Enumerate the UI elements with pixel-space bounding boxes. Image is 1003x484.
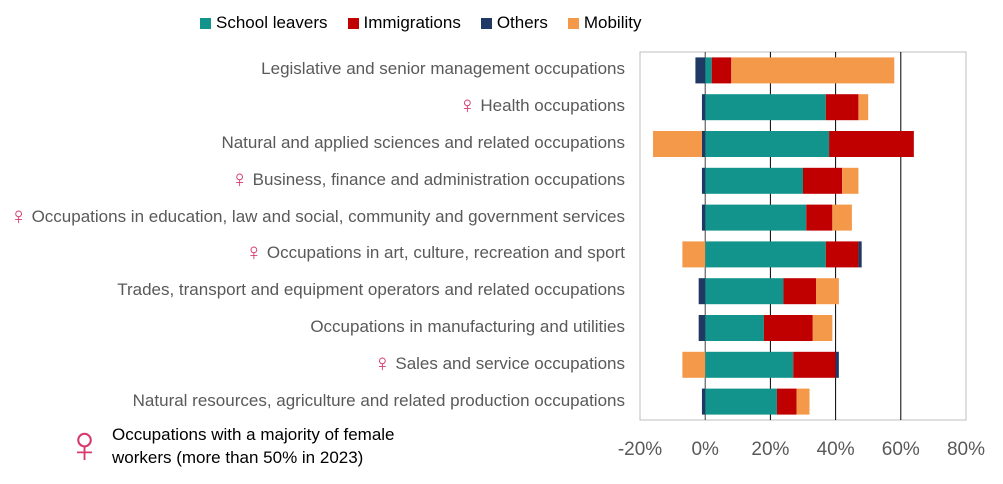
- bar-mobility: [858, 94, 869, 121]
- x-tick-label: 60%: [882, 439, 920, 460]
- category-label: ♀ Occupations in art, culture, recreation…: [245, 241, 625, 265]
- bar-mobility: [682, 351, 706, 378]
- bar-immigrations: [793, 351, 836, 378]
- category-label-text: Health occupations: [480, 96, 625, 116]
- bar-others: [701, 204, 706, 231]
- bar-immigrations: [783, 278, 817, 305]
- bar-mobility: [653, 131, 702, 157]
- female-symbol-icon: ♀: [458, 92, 477, 120]
- x-tick-label: 0%: [691, 439, 719, 460]
- bar-others: [701, 388, 706, 415]
- category-label: ♀ Business, finance and administration oc…: [230, 165, 625, 193]
- bar-mobility: [832, 204, 852, 231]
- bar-others: [858, 241, 862, 268]
- female-symbol-icon: ♀: [9, 202, 28, 230]
- category-label-text: Occupations in education, law and social…: [31, 206, 625, 226]
- bar-school-leavers: [705, 278, 784, 305]
- legend-label: School leavers: [216, 13, 328, 32]
- legend-swatch: [200, 17, 211, 29]
- category-label-text: Occupations in manufacturing and utiliti…: [310, 317, 625, 336]
- category-label-text: Natural and applied sciences and related…: [221, 133, 625, 152]
- bar-immigrations: [825, 94, 859, 121]
- category-label-text: Legislative and senior management occupa…: [261, 59, 625, 79]
- chart-legend: School leavers Immigrations Others Mobility: [200, 13, 661, 33]
- category-label-text: Trades, transport and equipment operator…: [117, 280, 625, 300]
- category-label: ♀ Health occupations: [458, 94, 625, 118]
- bar-others: [835, 351, 839, 378]
- category-label: Legislative and senior management occupa…: [261, 57, 625, 81]
- category-label-text: Natural resources, agriculture and relat…: [132, 390, 625, 410]
- legend-swatch: [347, 17, 359, 29]
- bar-mobility: [842, 167, 859, 194]
- category-label: ♀ Sales and service occupations: [373, 349, 625, 377]
- female-majority-note: ♀ Occupations with a majority of female …: [65, 416, 442, 474]
- legend-item: Mobility: [567, 13, 642, 33]
- category-label-text: Occupations in art, culture, recreation …: [266, 243, 625, 263]
- bar-mobility: [796, 388, 810, 415]
- bar-immigrations: [825, 241, 859, 268]
- bar-others: [698, 315, 706, 341]
- bar-others: [701, 131, 706, 157]
- legend-label: Immigrations: [363, 13, 461, 32]
- bar-others: [695, 57, 706, 84]
- bar-others: [698, 278, 706, 305]
- legend-swatch: [567, 17, 579, 29]
- female-symbol-icon: ♀: [230, 165, 249, 193]
- category-label-text: Business, finance and administration occ…: [252, 169, 625, 189]
- legend-label: Others: [496, 13, 548, 32]
- bar-immigrations: [803, 167, 843, 194]
- x-tick-label: -20%: [618, 439, 662, 460]
- bar-school-leavers: [705, 131, 830, 157]
- plot-frame: [639, 51, 967, 421]
- category-label: Trades, transport and equipment operator…: [117, 278, 625, 302]
- bar-school-leavers: [705, 57, 712, 84]
- bar-immigrations: [776, 388, 797, 415]
- x-tick-label: 40%: [817, 439, 855, 460]
- category-label-text: Sales and service occupations: [395, 353, 625, 373]
- category-label: Natural resources, agriculture and relat…: [133, 389, 625, 413]
- legend-item: Immigrations: [347, 13, 461, 33]
- bar-school-leavers: [705, 241, 826, 268]
- category-label: Occupations in manufacturing and utiliti…: [310, 315, 625, 339]
- female-symbol-icon: ♀: [373, 349, 392, 377]
- female-symbol-icon: ♀: [65, 416, 104, 474]
- x-tick-label: 80%: [947, 439, 985, 460]
- bar-immigrations: [829, 131, 914, 157]
- category-label: Natural and applied sciences and related…: [221, 131, 625, 155]
- bar-others: [701, 94, 706, 121]
- note-text: Occupations with a majority of female wo…: [112, 425, 395, 467]
- x-tick-label: 20%: [751, 439, 789, 460]
- legend-item: School leavers: [200, 13, 328, 33]
- bar-school-leavers: [705, 388, 777, 415]
- category-label: ♀ Occupations in education, law and socia…: [9, 202, 625, 230]
- bar-mobility: [812, 315, 833, 341]
- bar-school-leavers: [705, 204, 807, 231]
- bar-immigrations: [711, 57, 732, 84]
- bar-mobility: [682, 241, 706, 268]
- bar-mobility: [731, 57, 895, 84]
- bar-immigrations: [763, 315, 813, 341]
- legend-item: Others: [480, 13, 548, 33]
- bar-school-leavers: [705, 94, 826, 121]
- bar-immigrations: [806, 204, 833, 231]
- legend-label: Mobility: [583, 13, 642, 32]
- bar-school-leavers: [705, 167, 803, 194]
- bar-mobility: [816, 278, 839, 305]
- bar-school-leavers: [705, 315, 764, 341]
- bar-school-leavers: [705, 351, 794, 378]
- bar-others: [701, 167, 706, 194]
- female-symbol-icon: ♀: [244, 239, 263, 267]
- legend-swatch: [480, 17, 492, 29]
